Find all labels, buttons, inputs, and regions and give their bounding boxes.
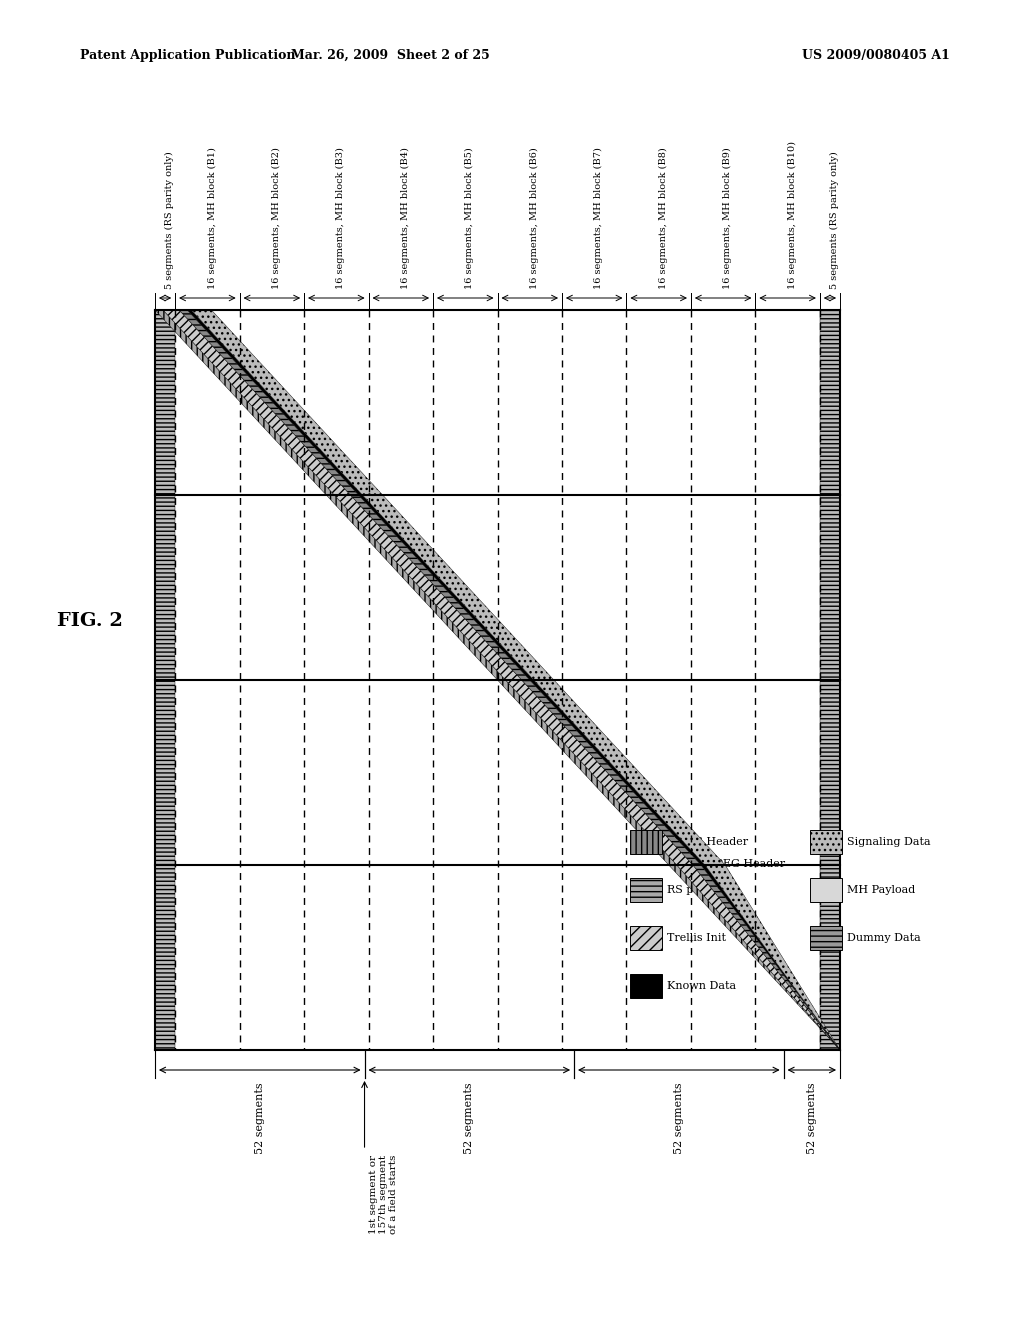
Bar [810, 927, 842, 950]
Text: 52 segments: 52 segments [674, 1082, 684, 1154]
Polygon shape [155, 310, 840, 495]
Polygon shape [534, 680, 725, 865]
Text: 52 segments: 52 segments [807, 1082, 817, 1154]
Text: 16 segments, MH block (B5): 16 segments, MH block (B5) [465, 148, 474, 289]
Bar [820, 680, 840, 865]
Polygon shape [327, 495, 840, 680]
Polygon shape [155, 310, 334, 495]
Bar [810, 830, 842, 854]
Polygon shape [362, 495, 554, 680]
Polygon shape [506, 680, 693, 865]
Polygon shape [669, 865, 840, 1049]
Text: 16 segments, MH block (B2): 16 segments, MH block (B2) [271, 147, 281, 289]
Polygon shape [669, 865, 840, 1049]
Bar [820, 865, 840, 1049]
Text: 16 segments, MH block (B6): 16 segments, MH block (B6) [529, 148, 539, 289]
Text: 52 segments: 52 segments [464, 1082, 474, 1154]
Polygon shape [187, 310, 362, 495]
Polygon shape [498, 680, 840, 865]
Polygon shape [179, 310, 358, 495]
Text: 16 segments, MH block (B3): 16 segments, MH block (B3) [336, 147, 345, 289]
Bar [630, 878, 662, 902]
Bar [155, 310, 175, 495]
Bar [155, 865, 175, 1049]
Text: 16 segments, MH block (B1): 16 segments, MH block (B1) [208, 147, 216, 289]
Text: 1st segment or
157th segment
of a field starts: 1st segment or 157th segment of a field … [369, 1155, 398, 1234]
Text: Patent Application Publication: Patent Application Publication [80, 49, 296, 62]
Bar [155, 680, 175, 865]
Text: MPEG Header: MPEG Header [705, 859, 785, 869]
Polygon shape [350, 495, 529, 680]
Polygon shape [334, 495, 521, 680]
Polygon shape [155, 495, 498, 680]
Text: 16 segments, MH block (B9): 16 segments, MH block (B9) [723, 148, 732, 289]
Text: 16 segments, MH block (B4): 16 segments, MH block (B4) [400, 147, 410, 289]
Text: Signaling Data: Signaling Data [847, 837, 931, 847]
Polygon shape [701, 865, 840, 1049]
Text: MH Payload: MH Payload [847, 884, 915, 895]
Text: Dummy Data: Dummy Data [847, 933, 921, 942]
Bar [820, 495, 840, 680]
Text: FIG. 2: FIG. 2 [57, 611, 123, 630]
Text: Known Data: Known Data [667, 981, 736, 991]
Text: Trellis Init: Trellis Init [667, 933, 726, 942]
Bar [810, 878, 842, 902]
Polygon shape [521, 680, 701, 865]
Text: 5 segments (RS parity only): 5 segments (RS parity only) [165, 152, 174, 289]
Bar [630, 974, 662, 998]
Bar [155, 310, 840, 1049]
Bar [630, 830, 662, 854]
Bar [630, 927, 662, 950]
Polygon shape [529, 680, 705, 865]
Polygon shape [693, 865, 840, 1049]
Polygon shape [155, 865, 840, 1049]
Text: US 2009/0080405 A1: US 2009/0080405 A1 [802, 49, 950, 62]
Text: 16 segments, MH block (B8): 16 segments, MH block (B8) [658, 148, 668, 289]
Text: 5 segments (RS parity only): 5 segments (RS parity only) [829, 152, 839, 289]
Bar [820, 310, 840, 495]
Polygon shape [155, 310, 327, 495]
Polygon shape [677, 865, 840, 1049]
Text: 52 segments: 52 segments [255, 1082, 265, 1154]
Polygon shape [191, 310, 383, 495]
Polygon shape [498, 680, 677, 865]
Polygon shape [358, 495, 534, 680]
Text: MPEG Header: MPEG Header [667, 837, 749, 847]
Polygon shape [705, 865, 840, 1049]
Text: 16 segments, MH block (B7): 16 segments, MH block (B7) [594, 147, 603, 289]
Text: Mar. 26, 2009  Sheet 2 of 25: Mar. 26, 2009 Sheet 2 of 25 [291, 49, 489, 62]
Polygon shape [327, 495, 506, 680]
Text: 16 segments, MH block (B10): 16 segments, MH block (B10) [787, 141, 797, 289]
Text: RS parity: RS parity [667, 884, 720, 895]
Polygon shape [155, 680, 669, 865]
Polygon shape [163, 310, 350, 495]
Bar [155, 495, 175, 680]
